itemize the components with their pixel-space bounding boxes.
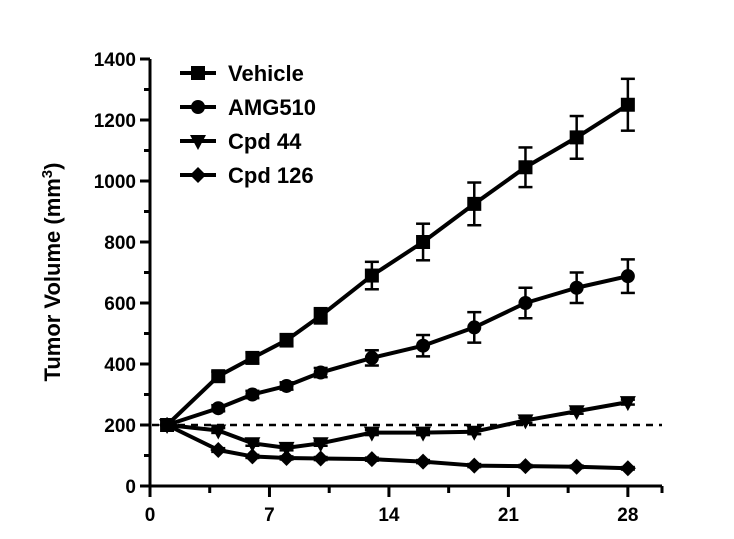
square-marker xyxy=(620,97,635,112)
legend-label: Cpd 44 xyxy=(228,129,302,154)
diamond-marker xyxy=(190,167,206,183)
square-marker xyxy=(211,369,226,384)
square-marker xyxy=(245,350,260,365)
diamond-marker xyxy=(159,417,176,433)
triangle-marker xyxy=(568,405,585,421)
diamond-marker xyxy=(244,448,261,465)
triangle-marker xyxy=(466,425,483,441)
square-marker xyxy=(364,268,379,283)
triangle-marker xyxy=(517,414,534,430)
series-layer xyxy=(159,77,636,477)
triangle-marker xyxy=(278,441,295,457)
series-cpd-44 xyxy=(159,396,636,457)
y-tick-label: 600 xyxy=(104,294,136,315)
square-marker xyxy=(279,333,294,348)
series-amg510 xyxy=(160,258,635,432)
circle-marker xyxy=(313,365,328,380)
square-marker xyxy=(191,66,205,80)
x-tick-label: 21 xyxy=(498,505,520,526)
square-marker xyxy=(467,196,482,211)
diamond-marker xyxy=(466,457,483,474)
legend-item: AMG510 xyxy=(180,95,316,120)
circle-marker xyxy=(416,338,431,353)
circle-marker xyxy=(467,320,482,335)
x-tick-label: 28 xyxy=(617,505,638,526)
circle-marker xyxy=(211,401,226,416)
diamond-marker xyxy=(568,458,585,475)
y-tick-label: 200 xyxy=(104,416,136,437)
legend: Vehicle AMG510 Cpd 44 Cpd 126 xyxy=(180,61,316,188)
y-axis-title-superscript: 3 xyxy=(39,170,56,178)
triangle-marker xyxy=(210,424,227,440)
triangle-marker xyxy=(312,437,329,453)
square-marker xyxy=(569,130,584,145)
y-axis-title: Tumor Volume (mm3) xyxy=(39,163,66,382)
square-marker xyxy=(416,235,431,249)
series-line xyxy=(166,274,629,427)
y-tick-label: 400 xyxy=(104,355,136,376)
triangle-marker xyxy=(190,135,206,150)
x-tick-label: 7 xyxy=(264,505,275,526)
diamond-marker xyxy=(363,451,380,468)
legend-item: Vehicle xyxy=(180,61,304,86)
y-tick-label: 0 xyxy=(125,477,136,498)
circle-marker xyxy=(364,350,379,365)
x-tick-label: 0 xyxy=(145,505,156,526)
circle-marker xyxy=(191,100,205,114)
y-tick-label: 1000 xyxy=(94,172,136,193)
legend-item: Cpd 44 xyxy=(180,129,302,154)
triangle-marker xyxy=(415,426,432,442)
series-cpd-126 xyxy=(159,417,636,477)
circle-marker xyxy=(620,269,635,284)
triangle-marker xyxy=(619,396,636,412)
circle-marker xyxy=(279,378,294,393)
y-tick-label: 800 xyxy=(104,233,136,254)
diamond-marker xyxy=(210,442,227,459)
x-tick-label: 14 xyxy=(378,505,400,526)
diamond-marker xyxy=(312,450,329,467)
diamond-marker xyxy=(517,458,534,475)
triangle-marker xyxy=(244,437,261,453)
y-tick-label: 1200 xyxy=(94,111,136,132)
diamond-marker xyxy=(415,453,432,470)
legend-label: AMG510 xyxy=(228,95,316,120)
circle-marker xyxy=(245,387,260,402)
axes: 0 200 400 600 800 1000 1200 1400 0 7 14 21 28 xyxy=(94,50,664,526)
legend-label: Cpd 126 xyxy=(228,163,314,188)
diamond-marker xyxy=(619,460,636,477)
legend-item: Cpd 126 xyxy=(180,163,314,188)
legend-label: Vehicle xyxy=(228,61,304,86)
triangle-marker xyxy=(363,426,380,442)
circle-marker xyxy=(518,296,533,310)
y-tick-label: 1400 xyxy=(94,50,136,71)
square-marker xyxy=(313,308,328,323)
diamond-marker xyxy=(278,449,295,466)
circle-marker xyxy=(569,280,584,295)
square-marker xyxy=(518,160,533,175)
